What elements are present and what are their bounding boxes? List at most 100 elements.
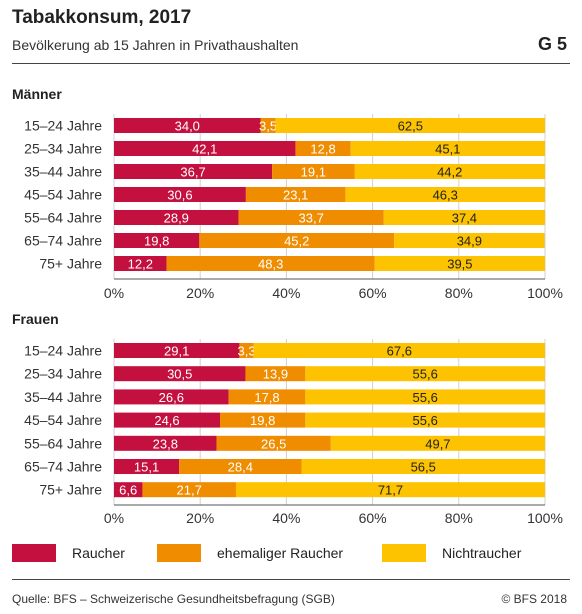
bar-segment [330, 435, 545, 451]
category-label: 15–24 Jahre [24, 118, 102, 134]
bar-segment [245, 187, 346, 202]
header-divider [12, 63, 570, 64]
data-label: 3,3 [237, 344, 255, 359]
bar-segment [114, 233, 200, 248]
data-label: 56,5 [411, 460, 436, 475]
bar-segment [142, 482, 236, 498]
category-label: 25–34 Jahre [24, 366, 102, 382]
bar-segment [114, 210, 239, 225]
category-label: 55–64 Jahre [24, 435, 102, 451]
data-label: 48,3 [258, 257, 283, 272]
bar-segment [166, 256, 375, 271]
data-label: 12,8 [310, 142, 335, 157]
data-label: 19,8 [250, 413, 275, 428]
category-label: 35–44 Jahre [24, 164, 102, 180]
category-label: 65–74 Jahre [24, 233, 102, 249]
data-label: 42,1 [192, 142, 217, 157]
category-label: 65–74 Jahre [24, 459, 102, 475]
bar-segment [199, 233, 395, 248]
data-label: 19,8 [144, 234, 169, 249]
category-label: 45–54 Jahre [24, 187, 102, 203]
bar-segment [238, 210, 384, 225]
bar-segment [114, 343, 240, 358]
bar-segment [220, 412, 306, 428]
bar-segment [305, 366, 545, 382]
data-label: 30,5 [167, 367, 192, 382]
data-label: 23,1 [283, 188, 308, 203]
bar-segment [114, 187, 246, 202]
x-tick-label: 100% [527, 510, 563, 526]
data-label: 29,1 [164, 344, 189, 359]
data-label: 46,3 [433, 188, 458, 203]
legend-swatch-nichtraucher [382, 544, 426, 562]
section-title-women: Frauen [12, 311, 59, 327]
data-label: 13,9 [263, 367, 288, 382]
bar-segment [239, 343, 254, 358]
data-label: 30,6 [167, 188, 192, 203]
x-tick-label: 60% [359, 510, 387, 526]
x-tick-label: 40% [272, 510, 300, 526]
bar-segment [305, 412, 545, 428]
legend-label-raucher: Raucher [72, 545, 125, 561]
bar-segment [295, 141, 351, 156]
bar-segment [260, 118, 276, 133]
bar-segment [245, 366, 306, 382]
data-label: 6,6 [119, 483, 137, 498]
data-label: 36,7 [180, 165, 205, 180]
data-label: 26,5 [261, 436, 286, 451]
legend-item-nichtraucher: Nichtraucher [382, 543, 521, 563]
bar-segment [114, 366, 246, 382]
data-label: 55,6 [413, 367, 438, 382]
bar-segment [179, 459, 302, 474]
x-tick-label: 80% [445, 285, 473, 301]
bar-segment [275, 118, 545, 133]
x-tick-label: 60% [359, 285, 387, 301]
bar-segment [216, 435, 331, 451]
section-title-men: Männer [12, 86, 62, 102]
bar-segment [228, 389, 306, 405]
legend-item-ehemaliger-raucher: ehemaliger Raucher [157, 543, 343, 563]
x-tick-label: 100% [527, 285, 563, 301]
source-note: Quelle: BFS – Schweizerische Gesundheits… [12, 592, 335, 606]
bar-segment [272, 164, 355, 179]
bar-segment [114, 164, 273, 179]
data-label: 34,0 [175, 119, 200, 134]
bar-segment [114, 412, 221, 428]
data-label: 37,4 [452, 211, 477, 226]
bar-segment [114, 435, 217, 451]
data-label: 55,6 [413, 390, 438, 405]
bar-segment [354, 164, 545, 179]
data-label: 3,5 [259, 119, 277, 134]
copyright-note: © BFS 2018 [501, 592, 567, 606]
category-label: 75+ Jahre [39, 482, 102, 498]
data-label: 67,6 [387, 344, 412, 359]
legend-item-raucher: Raucher [12, 543, 125, 563]
data-label: 55,6 [413, 413, 438, 428]
data-label: 71,7 [378, 483, 403, 498]
bar-segment [114, 256, 167, 271]
data-label: 15,1 [134, 460, 159, 475]
data-label: 49,7 [425, 436, 450, 451]
data-label: 21,7 [177, 483, 202, 498]
legend-label-ehemaliger-raucher: ehemaliger Raucher [217, 545, 344, 561]
legend-swatch-raucher [12, 544, 56, 562]
x-tick-label: 0% [104, 510, 124, 526]
graphic-number: G 5 [537, 34, 567, 54]
x-tick-label: 20% [186, 510, 214, 526]
category-label: 15–24 Jahre [24, 343, 102, 359]
data-label: 24,6 [154, 413, 179, 428]
footer-divider [12, 579, 570, 580]
data-label: 28,9 [164, 211, 189, 226]
category-label: 75+ Jahre [39, 256, 102, 272]
data-label: 45,2 [284, 234, 309, 249]
x-tick-label: 20% [186, 285, 214, 301]
bar-segment [345, 187, 545, 202]
bar-segment [394, 233, 545, 248]
category-label: 45–54 Jahre [24, 412, 102, 428]
bar-segment [305, 389, 545, 405]
data-label: 12,2 [128, 257, 153, 272]
bar-segment [253, 343, 546, 358]
category-label: 55–64 Jahre [24, 210, 102, 226]
bar-segment [114, 482, 143, 498]
category-label: 35–44 Jahre [24, 389, 102, 405]
